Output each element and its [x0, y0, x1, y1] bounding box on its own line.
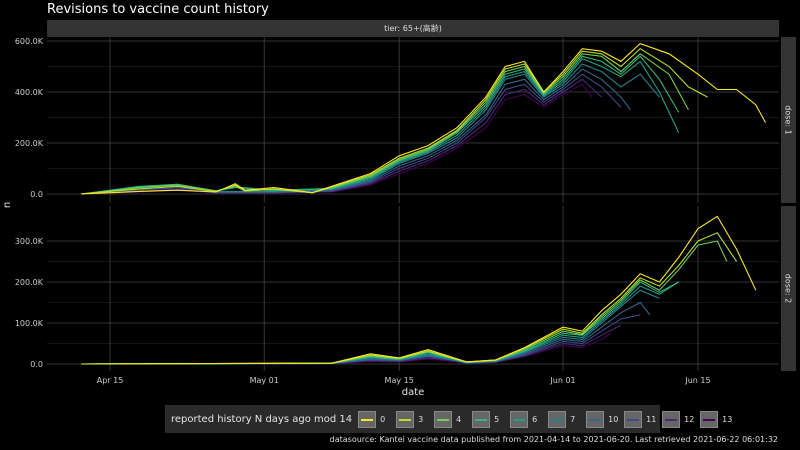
legend-swatch	[513, 418, 526, 421]
legend-label: 13	[722, 414, 733, 424]
legend-key	[434, 410, 453, 428]
y-tick-label: 400.0K	[15, 88, 44, 97]
legend-key	[358, 410, 377, 428]
legend-swatch	[589, 418, 602, 421]
legend-label: 4	[456, 414, 462, 424]
series-line-0	[81, 215, 757, 365]
y-tick-label: 300.0K	[15, 237, 44, 246]
legend-item: 7	[548, 410, 584, 428]
legend-title: reported history N days ago mod 14	[171, 413, 353, 425]
x-tick-label: May 01	[250, 376, 279, 385]
legend-swatch	[475, 418, 488, 421]
facet-strip-label: dose: 1	[784, 105, 793, 134]
legend-swatch	[627, 418, 640, 421]
legend-label: 0	[380, 414, 386, 424]
legend-item: 11	[624, 410, 660, 428]
legend-key	[586, 410, 605, 428]
series-line-13	[81, 83, 593, 195]
legend-label: 3	[418, 414, 424, 424]
panel-bg	[47, 37, 779, 203]
x-axis-title: date	[402, 387, 425, 398]
legend: reported history N days ago mod 14 0 3 4 5 6…	[165, 405, 732, 433]
series-line-0	[81, 42, 766, 195]
facet-strip-right	[781, 37, 796, 203]
series-line-4	[81, 53, 689, 195]
series-line-7	[81, 63, 660, 195]
legend-item: 6	[510, 410, 546, 428]
legend-label: 11	[646, 414, 657, 424]
legend-label: 12	[684, 414, 695, 424]
legend-item: 12	[662, 410, 698, 428]
facet-strip-label: dose: 2	[784, 274, 793, 303]
y-axis-title: n	[2, 202, 13, 208]
legend-item: 0	[358, 410, 394, 428]
y-tick-label: 0.0	[30, 360, 43, 369]
x-tick-label: Apr 15	[97, 376, 124, 385]
legend-items: 0 3 4 5 6 7 10 11 12 13	[358, 410, 738, 428]
legend-label: 5	[494, 414, 500, 424]
legend-label: 6	[532, 414, 538, 424]
legend-label: 10	[608, 414, 619, 424]
facet-strip-tier: tier: 65+(高齢)	[47, 20, 779, 37]
legend-item: 10	[586, 410, 622, 428]
legend-item: 3	[396, 410, 432, 428]
legend-key	[700, 410, 719, 428]
legend-label: 7	[570, 414, 576, 424]
legend-key	[548, 410, 567, 428]
legend-key	[396, 410, 415, 428]
legend-swatch	[665, 418, 678, 421]
legend-key	[510, 410, 529, 428]
x-tick-label: May 15	[385, 376, 414, 385]
chart-title: Revisions to vaccine count history	[47, 2, 269, 17]
legend-swatch	[437, 418, 450, 421]
legend-swatch	[551, 418, 564, 421]
y-tick-label: 100.0K	[15, 319, 44, 328]
y-tick-label: 0.0	[30, 190, 43, 199]
legend-item: 13	[700, 410, 736, 428]
legend-swatch	[361, 418, 374, 421]
legend-swatch	[703, 418, 716, 421]
y-tick-label: 200.0K	[15, 139, 44, 148]
legend-key	[472, 410, 491, 428]
legend-swatch	[399, 418, 412, 421]
legend-key	[662, 410, 681, 428]
x-tick-label: Jun 15	[684, 376, 710, 385]
y-tick-label: 200.0K	[15, 278, 44, 287]
legend-key	[624, 410, 643, 428]
series-line-5	[81, 281, 679, 365]
x-tick-label: Jun 01	[549, 376, 575, 385]
caption: datasource: Kantei vaccine data publishe…	[329, 435, 778, 444]
y-tick-label: 600.0K	[15, 37, 44, 46]
series-line-3	[81, 48, 708, 195]
legend-item: 4	[434, 410, 470, 428]
legend-item: 5	[472, 410, 508, 428]
facet-strip-right	[781, 206, 796, 371]
